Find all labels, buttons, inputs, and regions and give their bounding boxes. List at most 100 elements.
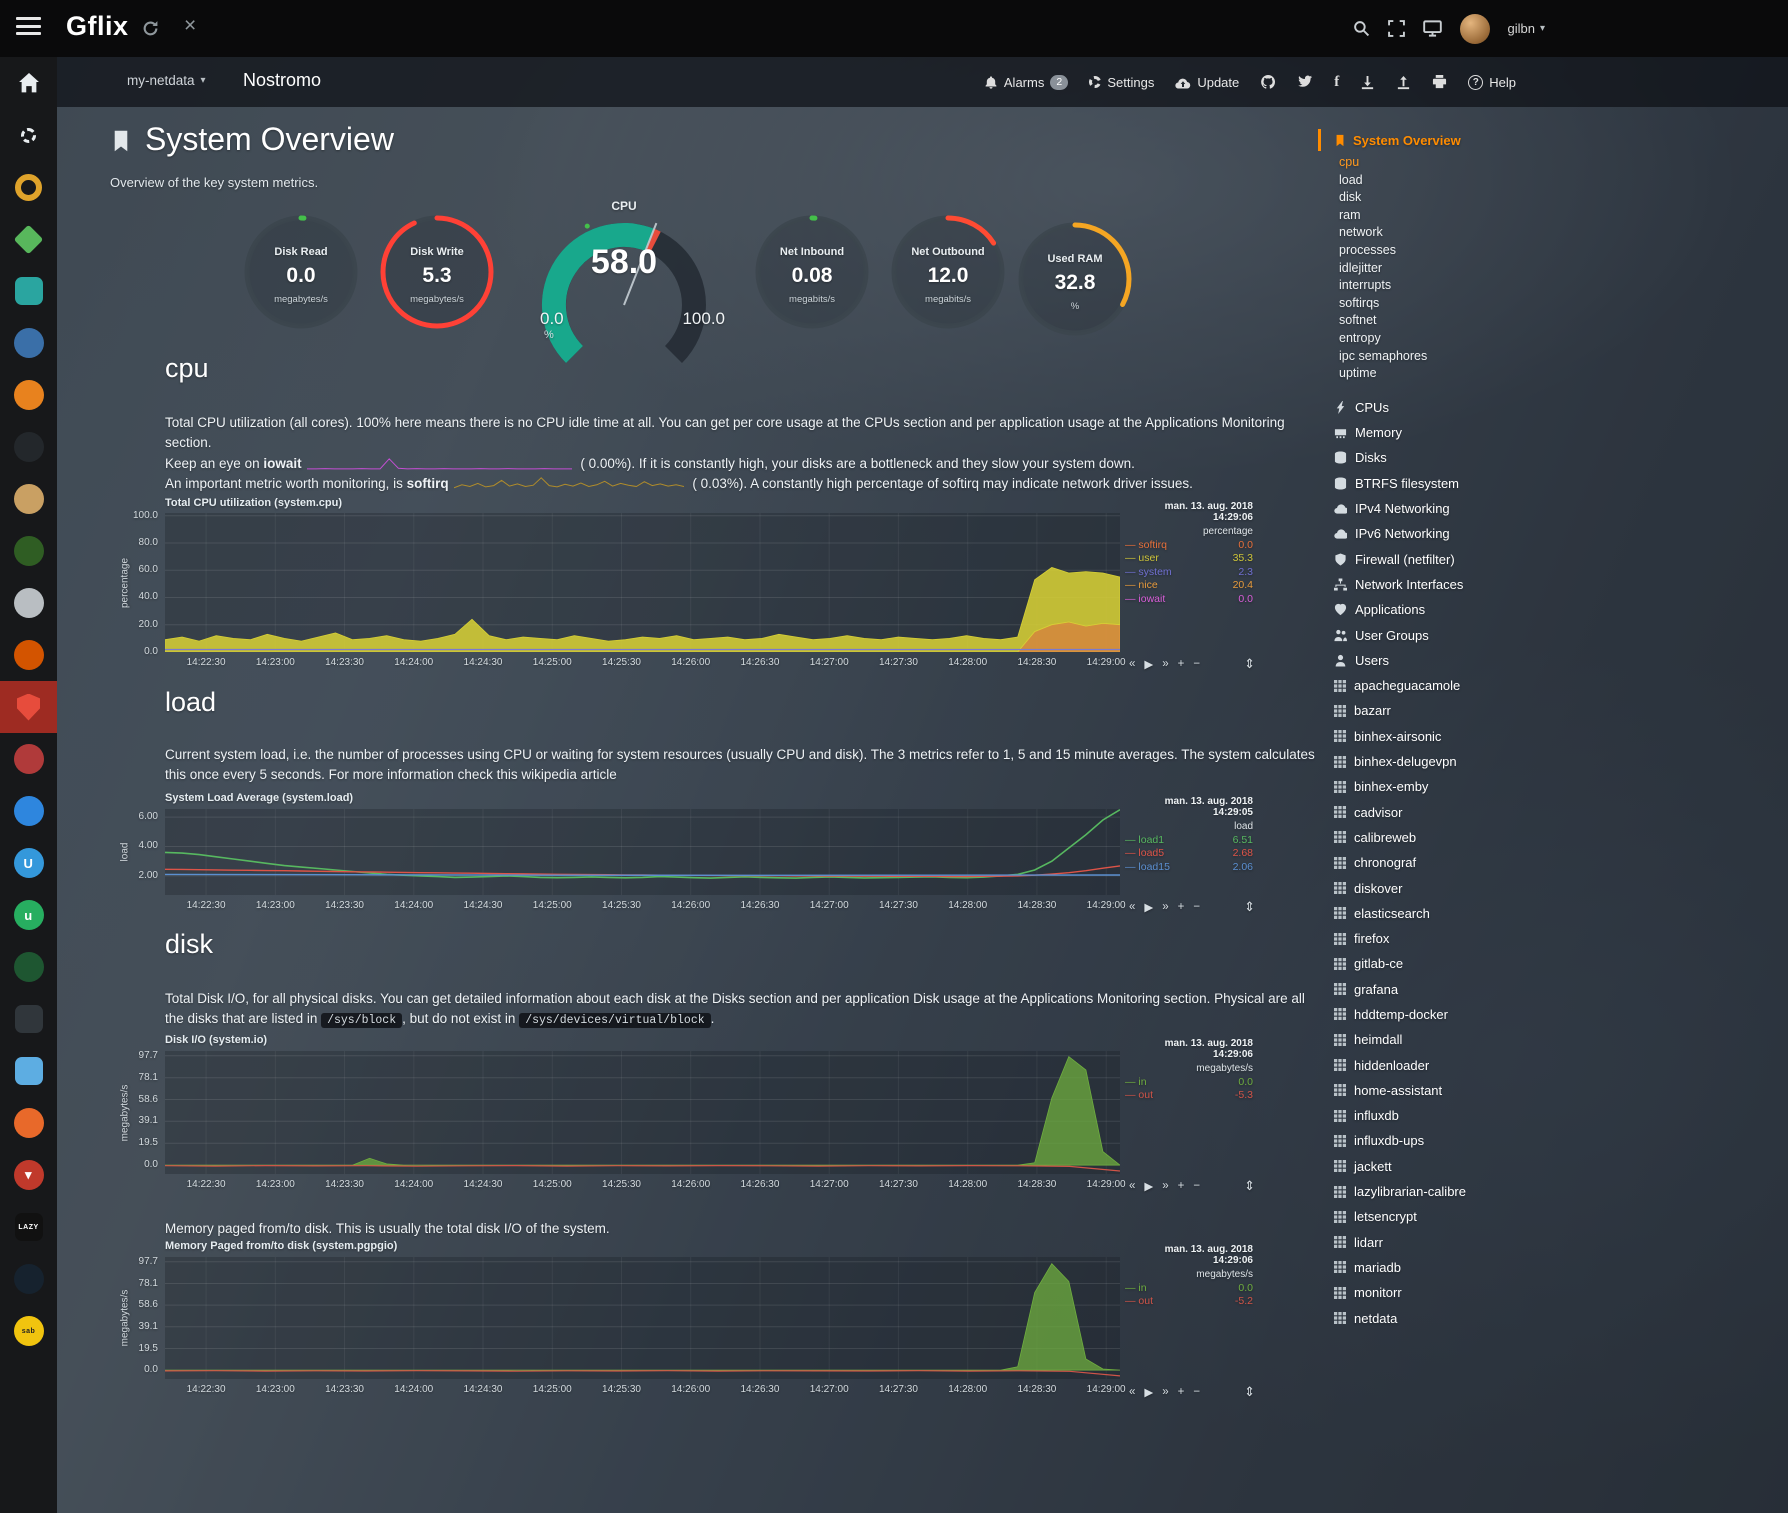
sidebar-app-9[interactable] — [0, 577, 57, 629]
nav-link-interrupts[interactable]: interrupts — [1339, 278, 1392, 293]
nav-link-entropy[interactable]: entropy — [1339, 330, 1381, 345]
nav-app-bazarr[interactable]: bazarr — [1318, 698, 1538, 723]
legend-item-load5[interactable]: — load5 2.68 — [1125, 847, 1253, 860]
chart-zoomout-button[interactable]: − — [1193, 658, 1201, 670]
nav-section-ipv6-networking[interactable]: IPv6 Networking — [1318, 521, 1538, 546]
nav-link-ram[interactable]: ram — [1339, 207, 1361, 222]
chart-zoomout-button[interactable]: − — [1193, 1180, 1201, 1192]
chart-zoomout-button[interactable]: − — [1193, 1386, 1201, 1398]
nav-app-lidarr[interactable]: lidarr — [1318, 1230, 1538, 1255]
chart-back-button[interactable]: « — [1129, 1386, 1136, 1398]
nav-link-uptime[interactable]: uptime — [1339, 366, 1377, 381]
nav-app-lazylibrarian-calibre[interactable]: lazylibrarian-calibre — [1318, 1179, 1538, 1204]
legend-item-nice[interactable]: — nice 20.4 — [1125, 579, 1253, 592]
sidebar-app-12[interactable] — [0, 733, 57, 785]
chart-play-button[interactable]: ▶ — [1144, 1181, 1154, 1193]
sidebar-app-23[interactable]: sab — [0, 1305, 57, 1357]
close-icon[interactable]: × — [184, 14, 197, 37]
nav-app-binhex-airsonic[interactable]: binhex-airsonic — [1318, 724, 1538, 749]
search-icon[interactable] — [1353, 20, 1370, 37]
legend-item-softirq[interactable]: — softirq 0.0 — [1125, 539, 1253, 551]
settings-button[interactable]: Settings — [1089, 75, 1154, 90]
help-button[interactable]: ? Help — [1468, 74, 1516, 90]
nav-link-load[interactable]: load — [1339, 172, 1363, 187]
sidebar-settings[interactable] — [0, 109, 57, 161]
net-inbound-gauge[interactable]: Net Inbound 0.08 megabits/s — [752, 212, 872, 342]
nav-app-mariadb[interactable]: mariadb — [1318, 1255, 1538, 1280]
facebook-icon[interactable]: f — [1334, 73, 1340, 90]
sidebar-app-1[interactable] — [0, 161, 57, 213]
nav-app-heimdall[interactable]: heimdall — [1318, 1027, 1538, 1052]
sidebar-app-5[interactable] — [0, 369, 57, 421]
nav-link-cpu[interactable]: cpu — [1339, 155, 1360, 169]
chart-zoomin-button[interactable]: + — [1177, 1180, 1185, 1192]
chart-back-button[interactable]: « — [1129, 1180, 1136, 1192]
nav-app-home-assistant[interactable]: home-assistant — [1318, 1078, 1538, 1103]
sidebar-app-20[interactable]: ▾ — [0, 1149, 57, 1201]
nav-section-network-interfaces[interactable]: Network Interfaces — [1318, 572, 1538, 597]
chart-back-button[interactable]: « — [1129, 901, 1136, 913]
nav-section-users[interactable]: Users — [1318, 648, 1538, 673]
chart-fwd-button[interactable]: » — [1162, 901, 1169, 913]
cpu-gauge[interactable]: CPU 58.0 0.0 100.0% — [514, 199, 734, 363]
load-chart[interactable]: 6.00 4.00 2.00 14:22:30 14:23:00 14:23:30 14:2… — [120, 809, 1126, 911]
sidebar-app-6[interactable] — [0, 421, 57, 473]
disk-read-gauge[interactable]: Disk Read 0.0 megabytes/s — [241, 212, 361, 342]
sidebar-app-14[interactable]: U — [0, 837, 57, 889]
legend-item-load15[interactable]: — load15 2.06 — [1125, 860, 1253, 873]
alarms-button[interactable]: Alarms 2 — [984, 74, 1069, 90]
menu-icon[interactable] — [16, 17, 42, 40]
nav-link-ipc-semaphores[interactable]: ipc semaphores — [1339, 348, 1428, 363]
download-icon[interactable] — [1360, 75, 1375, 90]
chart-fwd-button[interactable]: » — [1162, 1386, 1169, 1398]
chart-zoomin-button[interactable]: + — [1177, 658, 1185, 670]
upload-icon[interactable] — [1396, 75, 1411, 90]
nav-link-idlejitter[interactable]: idlejitter — [1339, 260, 1383, 275]
legend-item-user[interactable]: — user 35.3 — [1125, 552, 1253, 565]
nav-section-ipv4-networking[interactable]: IPv4 Networking — [1318, 496, 1538, 521]
chart-back-button[interactable]: « — [1129, 658, 1136, 670]
nav-app-hiddenloader[interactable]: hiddenloader — [1318, 1052, 1538, 1077]
fullscreen-icon[interactable] — [1387, 20, 1405, 37]
legend-item-system[interactable]: — system 2.3 — [1125, 565, 1253, 578]
nav-section-btrfs-filesystem[interactable]: BTRFS filesystem — [1318, 471, 1538, 496]
sidebar-app-2[interactable] — [0, 213, 57, 265]
github-icon[interactable] — [1260, 74, 1276, 90]
nav-section-disks[interactable]: Disks — [1318, 445, 1538, 470]
nav-app-firefox[interactable]: firefox — [1318, 926, 1538, 951]
chart-fwd-button[interactable]: » — [1162, 658, 1169, 670]
chart-play-button[interactable]: ▶ — [1144, 1387, 1154, 1399]
print-icon[interactable] — [1432, 74, 1447, 90]
nav-section-applications[interactable]: Applications — [1318, 597, 1538, 622]
sidebar-app-10[interactable] — [0, 629, 57, 681]
nav-system-overview[interactable]: System Overview — [1318, 129, 1538, 151]
sidebar-app-7[interactable] — [0, 473, 57, 525]
chart-play-button[interactable]: ▶ — [1144, 659, 1154, 671]
nav-section-memory[interactable]: Memory — [1318, 420, 1538, 445]
sidebar-app-15[interactable]: u — [0, 889, 57, 941]
chart-fwd-button[interactable]: » — [1162, 1180, 1169, 1192]
sidebar-app-19[interactable] — [0, 1097, 57, 1149]
chart-resize-handle[interactable]: ⇕ — [1244, 899, 1255, 914]
nav-link-network[interactable]: network — [1339, 225, 1383, 240]
chart-resize-handle[interactable]: ⇕ — [1244, 1384, 1255, 1399]
nav-app-netdata[interactable]: netdata — [1318, 1305, 1538, 1330]
cpu-chart[interactable]: 100.0 80.0 60.0 40.0 20.0 0.0 14:22:30 14:23:00… — [120, 510, 1126, 668]
used-ram-gauge[interactable]: Used RAM 32.8% — [1015, 219, 1135, 349]
nav-app-grafana[interactable]: grafana — [1318, 977, 1538, 1002]
nav-link-processes[interactable]: processes — [1339, 242, 1396, 257]
nav-app-letsencrypt[interactable]: letsencrypt — [1318, 1204, 1538, 1229]
nav-section-user-groups[interactable]: User Groups — [1318, 622, 1538, 647]
legend-item-in[interactable]: — in 0.0 — [1125, 1282, 1253, 1294]
sidebar-app-17[interactable] — [0, 993, 57, 1045]
chart-resize-handle[interactable]: ⇕ — [1244, 1178, 1255, 1193]
legend-item-out[interactable]: — out -5.2 — [1125, 1295, 1253, 1308]
nav-link-disk[interactable]: disk — [1339, 190, 1362, 205]
sidebar-app-8[interactable] — [0, 525, 57, 577]
nav-app-binhex-emby[interactable]: binhex-emby — [1318, 774, 1538, 799]
nav-app-calibreweb[interactable]: calibreweb — [1318, 825, 1538, 850]
nav-app-elasticsearch[interactable]: elasticsearch — [1318, 901, 1538, 926]
chart-zoomin-button[interactable]: + — [1177, 1386, 1185, 1398]
nav-app-influxdb[interactable]: influxdb — [1318, 1103, 1538, 1128]
nav-app-chronograf[interactable]: chronograf — [1318, 850, 1538, 875]
